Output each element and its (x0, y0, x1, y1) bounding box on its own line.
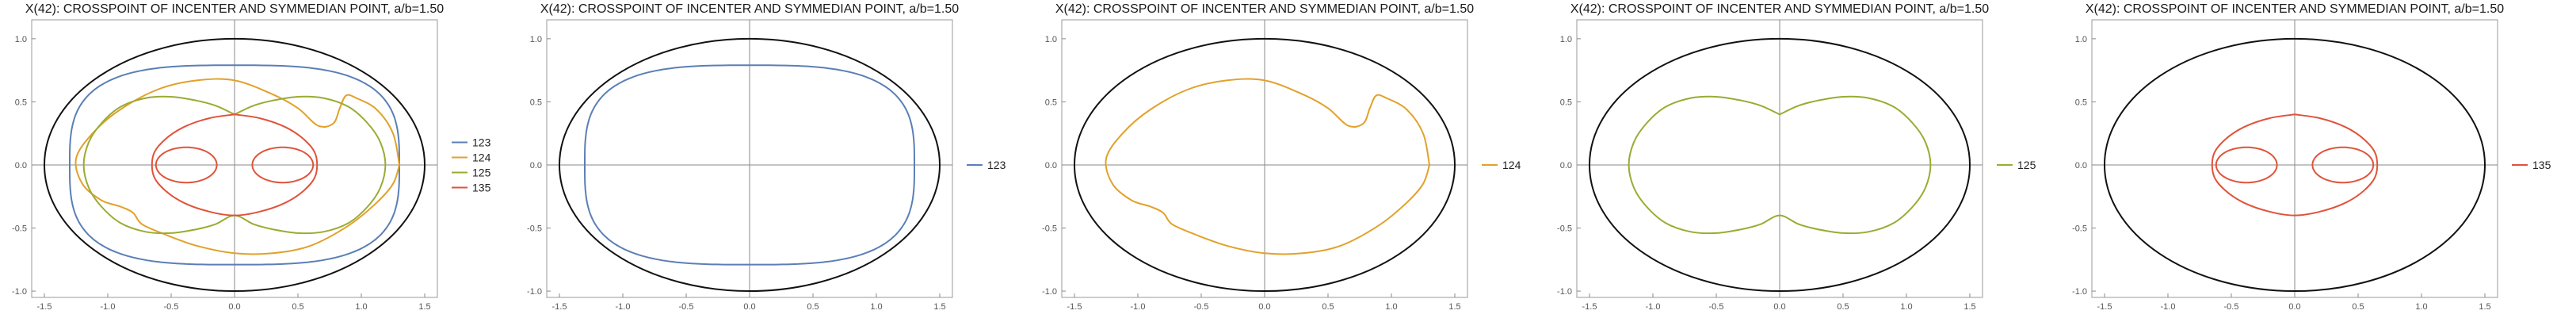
x-tick-label: -1.0 (1131, 302, 1146, 312)
x-tick-label: -1.0 (101, 302, 116, 312)
y-tick-label: -0.5 (1042, 224, 1057, 234)
y-tick-label: 1.0 (530, 35, 542, 44)
x-tick-label: -1.0 (2161, 302, 2176, 312)
y-tick-label: 0.5 (15, 98, 27, 107)
y-tick-label: 0.5 (530, 98, 542, 107)
outer-ellipse (559, 37, 941, 293)
outer-ellipse (1074, 37, 1456, 293)
outer-ellipse (44, 37, 426, 293)
y-tick-label: -1.0 (12, 287, 27, 297)
x-tick-label: 0.5 (292, 302, 303, 312)
chart-title: X(42): CROSSPOINT OF INCENTER AND SYMMED… (1570, 2, 1989, 16)
outer-ellipse (2104, 37, 2486, 293)
y-tick-label: -0.5 (12, 224, 27, 234)
series-135-curve (155, 146, 218, 184)
x-tick-label: -0.5 (679, 302, 694, 312)
x-tick-label: 1.5 (2479, 302, 2490, 312)
chart-title: X(42): CROSSPOINT OF INCENTER AND SYMMED… (1055, 2, 1474, 16)
x-tick-label: -0.5 (1194, 302, 1209, 312)
x-tick-label: 1.5 (1448, 302, 1460, 312)
series-135-curve (2311, 146, 2375, 184)
x-tick-label: -0.5 (2224, 302, 2239, 312)
x-tick-label: 1.5 (418, 302, 430, 312)
chart-panel-4: X(42): CROSSPOINT OF INCENTER AND SYMMED… (1557, 2, 2036, 312)
x-tick-label: 0.5 (807, 302, 819, 312)
x-tick-label: 0.5 (1837, 302, 1849, 312)
x-tick-label: 0.0 (2288, 302, 2300, 312)
x-tick-label: -1.5 (1582, 302, 1597, 312)
x-tick-label: 0.0 (1258, 302, 1270, 312)
x-tick-label: 0.5 (1322, 302, 1334, 312)
x-tick-label: -1.5 (1067, 302, 1082, 312)
series-125-curve (1628, 95, 1932, 235)
x-tick-label: 0.0 (1773, 302, 1785, 312)
y-tick-label: 0.5 (2075, 98, 2087, 107)
y-tick-label: 0.0 (15, 161, 27, 171)
y-tick-label: -1.0 (1557, 287, 1572, 297)
series-135-curve (251, 146, 315, 184)
y-tick-label: 1.0 (1560, 35, 1572, 44)
series-123-curve (69, 64, 400, 266)
series-135-curve (2211, 113, 2379, 217)
x-tick-label: 1.0 (2415, 302, 2427, 312)
y-tick-label: -0.5 (2072, 224, 2087, 234)
y-tick-label: 0.5 (1560, 98, 1572, 107)
y-tick-label: -1.0 (2072, 287, 2087, 297)
y-tick-label: 1.0 (1045, 35, 1057, 44)
x-tick-label: -1.5 (2097, 302, 2112, 312)
chart-title: X(42): CROSSPOINT OF INCENTER AND SYMMED… (540, 2, 959, 16)
legend-label-125: 125 (472, 166, 491, 178)
y-tick-label: 0.0 (2075, 161, 2087, 171)
x-tick-label: 0.0 (228, 302, 240, 312)
series-123-curve (584, 64, 915, 266)
x-tick-label: 1.0 (1385, 302, 1397, 312)
chart-panel-5: X(42): CROSSPOINT OF INCENTER AND SYMMED… (2072, 2, 2551, 312)
legend-label-124: 124 (1502, 159, 1521, 171)
x-tick-label: -1.5 (552, 302, 567, 312)
legend-label-123: 123 (472, 136, 491, 148)
y-tick-label: 0.5 (1045, 98, 1057, 107)
series-135-curve (2215, 146, 2278, 184)
y-tick-label: 0.0 (530, 161, 542, 171)
x-tick-label: 1.0 (870, 302, 882, 312)
x-tick-label: 1.5 (1963, 302, 1975, 312)
chart-title: X(42): CROSSPOINT OF INCENTER AND SYMMED… (2086, 2, 2504, 16)
y-tick-label: -0.5 (1557, 224, 1572, 234)
x-tick-label: -1.0 (1646, 302, 1661, 312)
y-tick-label: -0.5 (527, 224, 542, 234)
y-tick-label: 1.0 (2075, 35, 2087, 44)
outer-ellipse (1589, 37, 1971, 293)
legend-label-124: 124 (472, 151, 491, 163)
legend-label-125: 125 (2017, 159, 2036, 171)
chart-title: X(42): CROSSPOINT OF INCENTER AND SYMMED… (25, 2, 444, 16)
series-135-curve (151, 113, 319, 217)
chart-panel-2: X(42): CROSSPOINT OF INCENTER AND SYMMED… (527, 2, 1006, 312)
legend-label-123: 123 (987, 159, 1006, 171)
x-tick-label: -0.5 (164, 302, 179, 312)
chart-panel-1: X(42): CROSSPOINT OF INCENTER AND SYMMED… (12, 2, 491, 312)
x-tick-label: 1.0 (1900, 302, 1912, 312)
legend-label-135: 135 (2532, 159, 2551, 171)
series-124-curve (1105, 78, 1430, 255)
x-tick-label: 0.5 (2352, 302, 2364, 312)
y-tick-label: -1.0 (1042, 287, 1057, 297)
x-tick-label: -1.0 (616, 302, 631, 312)
y-tick-label: 0.0 (1045, 161, 1057, 171)
y-tick-label: -1.0 (527, 287, 542, 297)
y-tick-label: 1.0 (15, 35, 27, 44)
chart-panel-3: X(42): CROSSPOINT OF INCENTER AND SYMMED… (1042, 2, 1521, 312)
y-tick-label: 0.0 (1560, 161, 1572, 171)
x-tick-label: -1.5 (37, 302, 52, 312)
x-tick-label: 1.0 (355, 302, 367, 312)
x-tick-label: 1.5 (933, 302, 945, 312)
x-tick-label: -0.5 (1709, 302, 1724, 312)
legend-label-135: 135 (472, 181, 491, 194)
x-tick-label: 0.0 (743, 302, 755, 312)
series-124-curve (74, 78, 400, 255)
